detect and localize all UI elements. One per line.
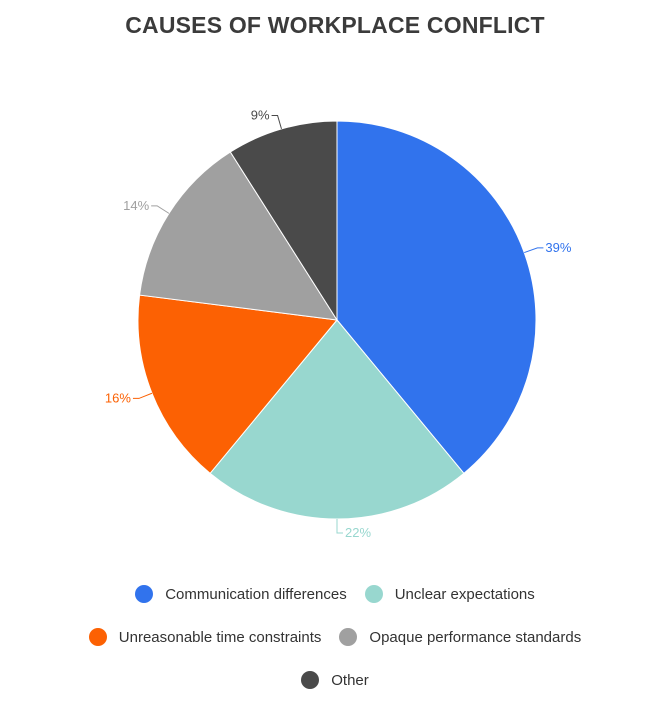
pie-slice-2 [209, 319, 465, 520]
legend-swatch [135, 585, 154, 603]
legend-label: Other [331, 671, 369, 689]
legend-swatch [364, 585, 383, 603]
slice-label-5: 9% [251, 107, 270, 122]
legend-row-1: Communication differences Unclear expect… [0, 585, 670, 603]
legend-item-opaque: Opaque performance standards [339, 628, 581, 646]
leader-line-3 [132, 392, 153, 399]
legend-item-unclear: Unclear expectations [364, 585, 535, 603]
legend-swatch [339, 628, 358, 646]
leader-line-4 [151, 205, 170, 214]
slice-label-1: 39% [545, 240, 571, 255]
slice-label-2: 22% [345, 525, 371, 540]
legend-item-communication: Communication differences [135, 585, 347, 603]
pie-chart: 39% 22% 16% 14% 9% [105, 107, 572, 540]
leader-line-1 [524, 247, 544, 254]
chart-title: CAUSES OF WORKPLACE CONFLICT [125, 12, 545, 38]
leader-line-2 [336, 519, 343, 534]
legend-row-2: Unreasonable time constraints Opaque per… [0, 628, 670, 646]
pie-slice-3 [137, 294, 338, 475]
legend-swatch [88, 628, 107, 646]
legend-item-time: Unreasonable time constraints [88, 628, 322, 646]
legend-item-other: Other [301, 671, 369, 689]
pie-slice-1 [336, 120, 537, 475]
legend-label: Opaque performance standards [369, 628, 582, 646]
legend-label: Communication differences [165, 585, 347, 603]
legend-label: Unreasonable time constraints [118, 628, 322, 646]
leader-line-5 [271, 114, 282, 130]
slice-label-4: 14% [123, 198, 149, 213]
pie-slice-4 [139, 151, 338, 321]
legend-swatch [301, 671, 320, 689]
slice-label-3: 16% [105, 390, 131, 405]
legend-label: Unclear expectations [394, 585, 535, 603]
legend-row-3: Other [0, 671, 670, 689]
